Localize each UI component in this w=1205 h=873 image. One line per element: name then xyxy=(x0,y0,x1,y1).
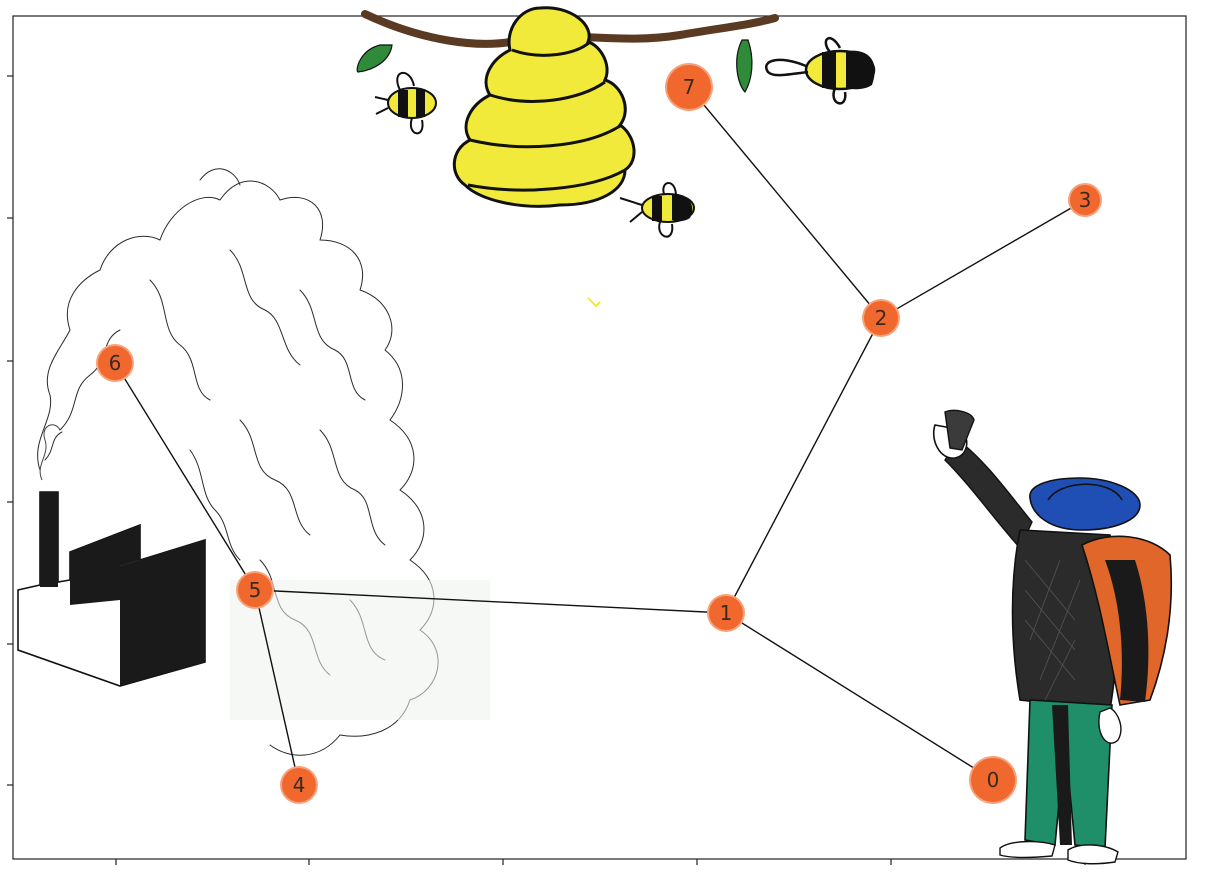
node-circle xyxy=(709,596,743,630)
node-0[interactable]: 0 xyxy=(969,756,1017,804)
smoke-cloud-icon xyxy=(37,168,439,756)
graph-edges xyxy=(114,86,1086,786)
node-4[interactable]: 4 xyxy=(280,766,318,804)
node-1[interactable]: 1 xyxy=(707,594,745,632)
node-3[interactable]: 3 xyxy=(1068,183,1102,217)
edge-0-1 xyxy=(725,612,994,781)
node-label: 2 xyxy=(875,306,888,330)
person-with-backpack-icon xyxy=(933,409,1173,865)
edge-1-5 xyxy=(254,589,727,614)
node-circle xyxy=(864,301,898,335)
node-circle xyxy=(282,768,316,802)
edge-5-4 xyxy=(254,589,300,786)
node-label: 6 xyxy=(109,351,122,375)
node-label: 5 xyxy=(249,578,262,602)
node-circle xyxy=(667,65,711,109)
node-circle xyxy=(238,573,272,607)
node-2[interactable]: 2 xyxy=(862,299,900,337)
bee-icon xyxy=(619,182,695,238)
beehive-icon xyxy=(356,6,779,208)
spark-mark xyxy=(587,297,601,308)
factory-icon xyxy=(17,424,206,687)
smoke-shade xyxy=(230,580,490,720)
node-label: 3 xyxy=(1079,188,1092,212)
node-circle xyxy=(98,346,132,380)
node-label: 1 xyxy=(720,601,733,625)
node-5[interactable]: 5 xyxy=(236,571,274,609)
node-label: 0 xyxy=(987,768,1000,792)
node-6[interactable]: 6 xyxy=(96,344,134,382)
node-7[interactable]: 7 xyxy=(665,63,713,111)
node-circle xyxy=(1070,185,1100,215)
graph-nodes: 0 1 2 3 4 5 6 7 xyxy=(96,63,1102,804)
edge-2-7 xyxy=(688,86,882,319)
bee-icon xyxy=(374,72,437,135)
edge-1-2 xyxy=(725,317,882,614)
edge-2-3 xyxy=(880,199,1086,319)
edge-5-6 xyxy=(114,362,256,591)
node-circle xyxy=(971,758,1015,802)
node-label: 7 xyxy=(683,75,696,99)
node-label: 4 xyxy=(293,773,306,797)
bee-icon xyxy=(765,36,876,105)
